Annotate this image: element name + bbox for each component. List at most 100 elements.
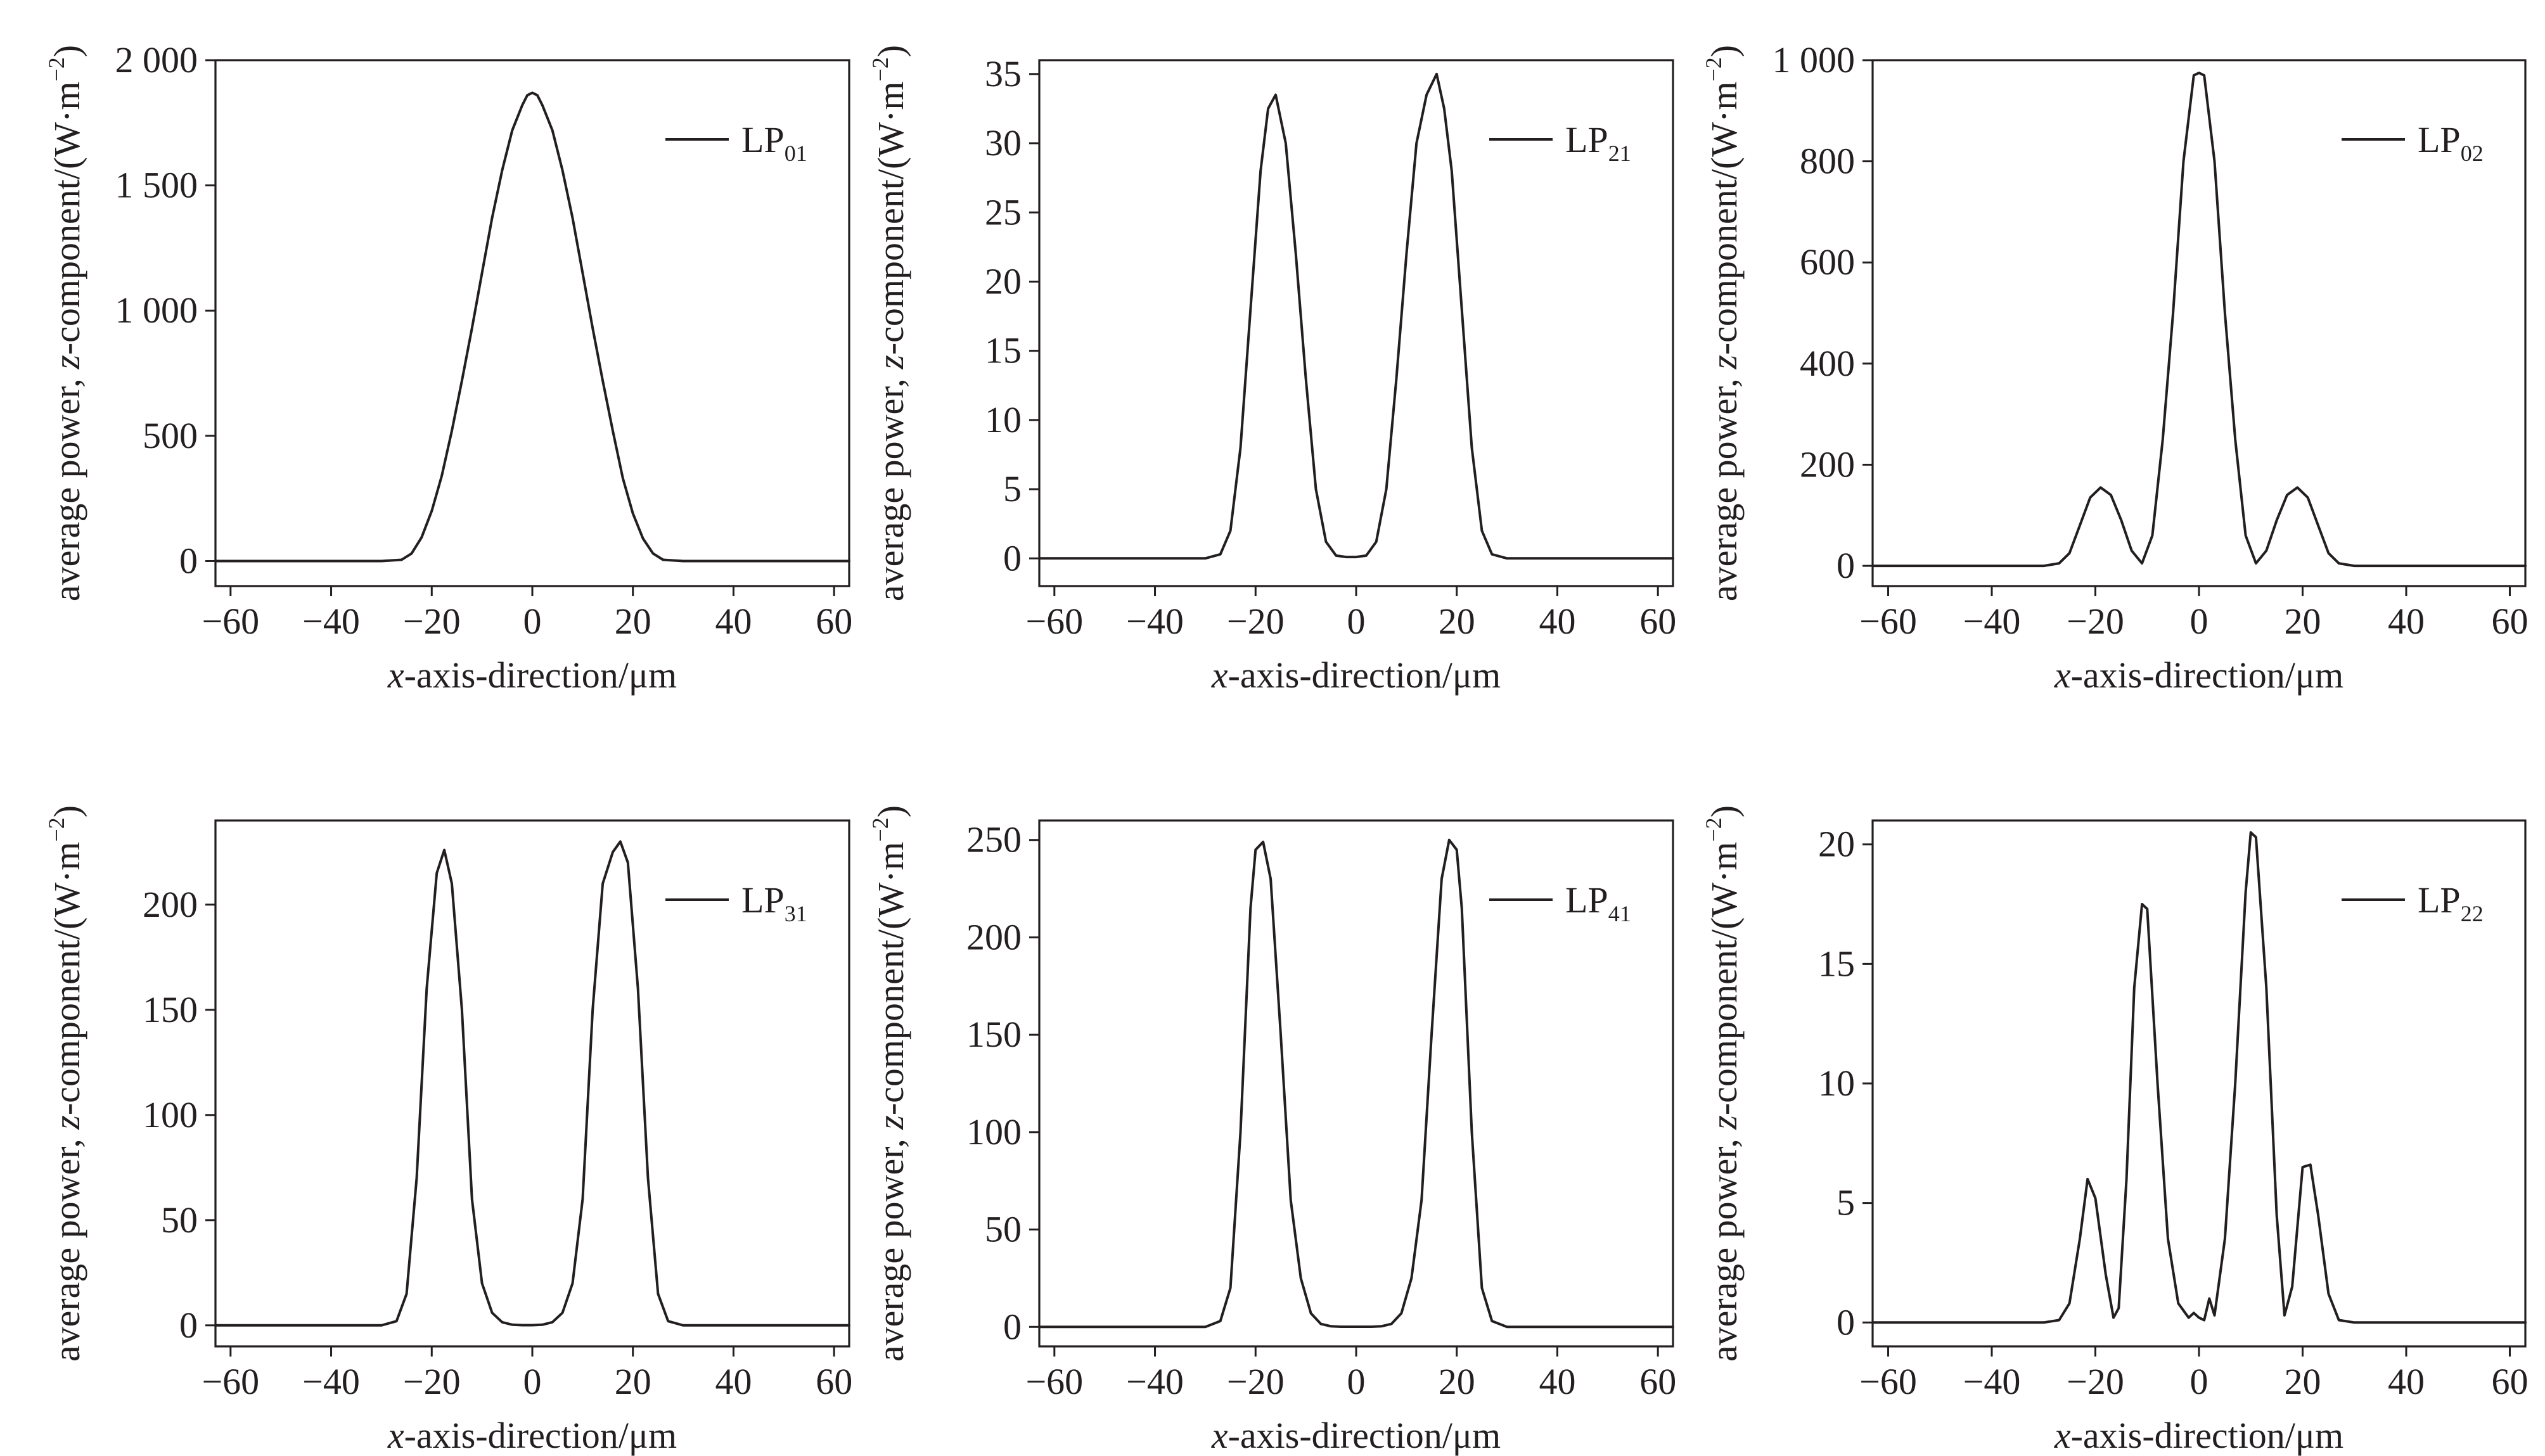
y-axis-label-unit: -component/(W·m — [46, 82, 87, 355]
y-tick-label: 5 — [1837, 1182, 1855, 1223]
x-axis-label: x-axis-direction/μm — [2054, 655, 2343, 696]
x-tick-label: −60 — [202, 1361, 259, 1402]
y-axis-label-text: average power, — [1703, 369, 1745, 601]
y-axis-label-unit: -component/(W·m — [1703, 82, 1745, 355]
series-line-LP01 — [214, 91, 850, 563]
y-tick-label: 15 — [985, 330, 1022, 371]
y-axis-label: average power, z-component/(W·m−2) — [868, 45, 911, 601]
x-tick-label: 60 — [816, 1361, 852, 1402]
series-line-LP31 — [214, 840, 850, 1327]
x-tick-label: 60 — [1639, 601, 1676, 642]
y-tick-label: 200 — [1800, 444, 1855, 485]
legend-label: LP21 — [1565, 119, 1631, 166]
legend-label-main: LP — [741, 119, 785, 160]
x-axis-label: x-axis-direction/μm — [387, 655, 677, 696]
y-axis-label-unit: -component/(W·m — [870, 842, 911, 1116]
x-tick-label: 40 — [2388, 601, 2425, 642]
x-axis-label: x-axis-direction/μm — [1211, 655, 1501, 696]
y-axis-label-close: ) — [870, 805, 911, 817]
y-tick-label: 250 — [966, 819, 1022, 860]
series-line-LP22 — [1871, 831, 2527, 1324]
x-tick-label: 0 — [2190, 1361, 2208, 1402]
x-tick-label: 20 — [1439, 601, 1475, 642]
legend-label: LP01 — [741, 119, 807, 166]
y-axis-label: average power, z-component/(W·m−2) — [44, 805, 87, 1362]
x-tick-label: −60 — [1025, 601, 1083, 642]
series-line-LP21 — [1038, 72, 1674, 560]
y-tick-label: 0 — [1003, 537, 1022, 578]
y-axis-label: average power, z-component/(W·m−2) — [1701, 45, 1745, 601]
x-tick-label: 20 — [1439, 1361, 1475, 1402]
x-tick-label: 0 — [523, 601, 542, 642]
y-axis-label-exponent: −2 — [868, 817, 893, 841]
legend-label-main: LP — [1565, 119, 1608, 160]
y-axis-label-close: ) — [1703, 805, 1745, 817]
legend-label-sub: 21 — [1608, 141, 1631, 166]
x-axis-label-text: -axis-direction/μm — [2071, 1415, 2344, 1456]
legend-label-sub: 31 — [785, 901, 807, 926]
x-tick-label: 0 — [1347, 601, 1366, 642]
y-axis-label: average power, z-component/(W·m−2) — [44, 45, 87, 601]
y-axis-label-exponent: −2 — [44, 817, 69, 841]
y-tick-label: 200 — [966, 916, 1022, 957]
y-tick-label: 400 — [1800, 343, 1855, 384]
y-axis-label-text: average power, — [46, 1130, 87, 1362]
y-axis-label-var: z — [46, 1115, 87, 1130]
series-line-LP41 — [1038, 838, 1674, 1329]
legend-label: LP22 — [2418, 879, 2484, 926]
chart-panel-1: −60 −40 −20 0 20 40 60 0 500 1 000 1 500 2 000 x-axi… — [44, 39, 852, 696]
x-tick-label: 60 — [2491, 601, 2528, 642]
y-tick-label: 0 — [1837, 545, 1855, 586]
y-tick-label: 0 — [179, 1305, 198, 1346]
y-tick-label: 1 000 — [115, 290, 198, 331]
x-axis-label: x-axis-direction/μm — [387, 1415, 677, 1456]
y-tick-label: 15 — [1818, 943, 1855, 984]
y-axis-label-exponent: −2 — [44, 57, 69, 81]
x-tick-label: −60 — [202, 601, 259, 642]
legend-label-sub: 02 — [2461, 141, 2484, 166]
y-tick-label: 1 500 — [115, 165, 198, 206]
x-axis-label-var: x — [1211, 1415, 1228, 1456]
legend-label: LP31 — [741, 879, 807, 926]
legend-label-main: LP — [2418, 879, 2461, 921]
y-tick-label: 150 — [143, 989, 198, 1030]
x-tick-label: 40 — [1539, 1361, 1575, 1402]
y-tick-label: 100 — [966, 1111, 1022, 1153]
y-axis-label-text: average power, — [870, 369, 911, 601]
legend-label-main: LP — [741, 879, 785, 921]
x-tick-label: 40 — [1539, 601, 1575, 642]
y-tick-label: 10 — [1818, 1063, 1855, 1104]
x-tick-label: −20 — [2067, 601, 2124, 642]
y-axis-label-close: ) — [46, 805, 87, 817]
legend-label: LP02 — [2418, 119, 2484, 166]
y-tick-label: 0 — [1837, 1301, 1855, 1343]
x-axis-label-text: -axis-direction/μm — [404, 1415, 677, 1456]
y-axis-label-unit: -component/(W·m — [870, 82, 911, 355]
series-line-LP02 — [1871, 72, 2527, 568]
y-tick-label: 20 — [985, 260, 1022, 302]
x-axis-label-text: -axis-direction/μm — [1228, 655, 1501, 696]
x-tick-label: 20 — [615, 1361, 651, 1402]
y-axis-label-text: average power, — [46, 369, 87, 601]
y-tick-label: 2 000 — [115, 39, 198, 80]
x-axis-label: x-axis-direction/μm — [1211, 1415, 1501, 1456]
y-tick-label: 10 — [985, 399, 1022, 440]
y-tick-label: 20 — [1818, 824, 1855, 865]
x-tick-label: −40 — [1963, 601, 2021, 642]
x-tick-label: −20 — [1227, 601, 1285, 642]
y-axis-label-text: average power, — [870, 1130, 911, 1362]
x-tick-label: 20 — [615, 601, 651, 642]
x-axis-label-text: -axis-direction/μm — [2071, 655, 2344, 696]
y-tick-label: 0 — [179, 540, 198, 581]
y-axis-label-var: z — [1703, 1115, 1745, 1130]
x-tick-label: −20 — [1227, 1361, 1285, 1402]
y-tick-label: 50 — [161, 1199, 198, 1241]
x-axis-label-var: x — [387, 1415, 404, 1456]
x-axis-label-text: -axis-direction/μm — [1228, 1415, 1501, 1456]
y-tick-label: 35 — [985, 53, 1022, 94]
y-axis-label-close: ) — [870, 45, 911, 57]
chart-panel-5: −60 −40 −20 0 20 40 60 0 50 100 150 200 250 x-axis-di… — [868, 805, 1676, 1456]
y-tick-label: 25 — [985, 191, 1022, 233]
